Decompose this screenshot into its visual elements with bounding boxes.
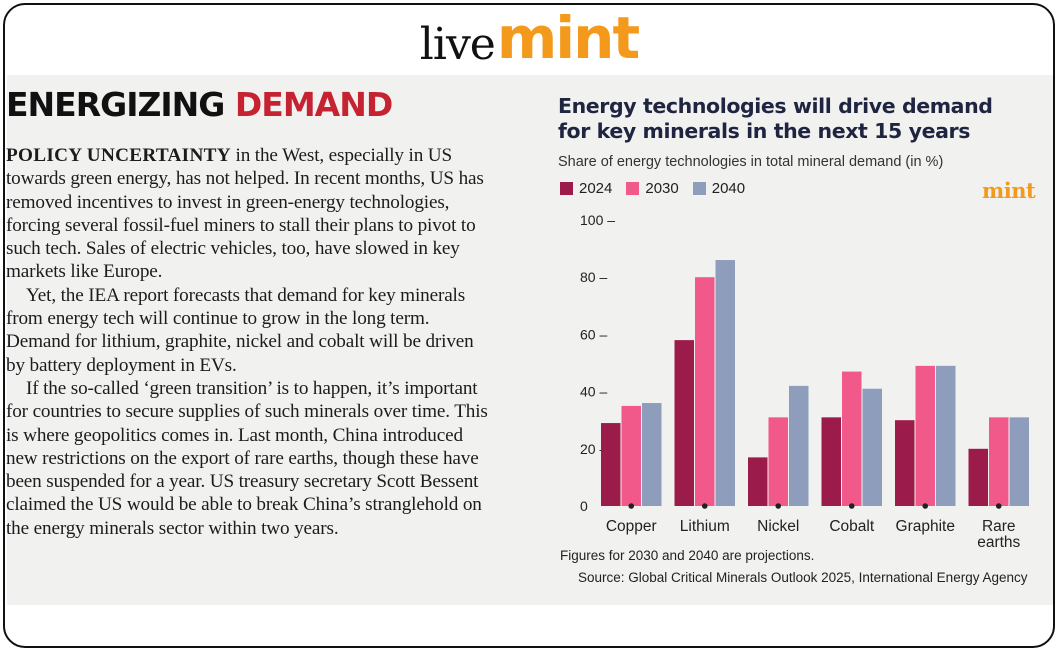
x-tick-dot <box>848 503 855 509</box>
bar-cobalt-2024 <box>821 417 841 506</box>
y-tick-label: 0 <box>580 498 588 514</box>
y-tick-label: 60 – <box>580 326 607 342</box>
article-body: POLICY UNCERTAINTY in the West, especial… <box>6 144 489 540</box>
legend-item-2030: 2030 <box>626 180 679 197</box>
bar-rare-earths-2024 <box>968 448 988 506</box>
legend-swatch-2040 <box>692 182 706 195</box>
x-tick-label: Copper <box>606 518 657 535</box>
legend-swatch-2030 <box>626 182 640 195</box>
bar-copper-2024 <box>601 423 621 506</box>
bar-nickel-2040 <box>789 385 809 506</box>
bar-lithium-2030 <box>695 277 715 506</box>
bar-lithium-2040 <box>715 260 735 506</box>
brand-mint: mint <box>496 4 640 72</box>
bar-cobalt-2040 <box>862 388 882 506</box>
bar-chart: 0 20 – 40 – 60 – 80 – 100 – Copper Lithium Nicke… <box>580 212 1029 550</box>
x-tick-dot <box>701 503 708 509</box>
legend-label-2040: 2040 <box>711 180 746 197</box>
bar-copper-2030 <box>621 405 641 506</box>
bar-cobalt-2030 <box>842 371 862 506</box>
article-lead: POLICY UNCERTAINTY <box>6 145 231 166</box>
headline: ENERGIZING DEMAND <box>6 85 393 124</box>
bar-graphite-2030 <box>915 365 935 506</box>
y-tick-label: 100 – <box>580 212 615 228</box>
bar-graphite-2024 <box>895 420 915 506</box>
headline-part2: DEMAND <box>234 85 393 124</box>
mint-logo: mint <box>982 178 1036 203</box>
x-tick-dot <box>628 503 635 509</box>
bar-copper-2040 <box>642 403 662 506</box>
article-paragraph-3: If the so-called ‘green transition’ is t… <box>6 377 488 539</box>
legend-label-2030: 2030 <box>645 180 679 197</box>
article-p1-text: in the West, especially in US towards gr… <box>6 145 484 283</box>
y-tick-label: 20 – <box>580 441 607 457</box>
x-tick-label: Graphite <box>896 518 955 535</box>
x-tick-label: Lithium <box>680 518 730 535</box>
article-paragraph-2: Yet, the IEA report forecasts that deman… <box>6 284 474 376</box>
legend-label-2024: 2024 <box>579 180 613 197</box>
legend-item-2024: 2024 <box>560 180 612 197</box>
masthead: live mint <box>5 5 1053 73</box>
chart-subtitle: Share of energy technologies in total mi… <box>558 154 944 170</box>
x-tick-dot <box>922 503 929 509</box>
article-paragraph-1: POLICY UNCERTAINTY in the West, especial… <box>6 144 489 284</box>
bar-lithium-2024 <box>674 340 694 506</box>
chart-legend: 2024 2030 2040 <box>560 180 751 197</box>
bar-nickel-2024 <box>748 457 768 506</box>
x-tick-dot <box>995 503 1002 509</box>
brand-live: live <box>419 19 496 70</box>
x-tick-dot <box>775 503 782 509</box>
card-frame: live mint <box>3 3 1055 648</box>
chart-note: Figures for 2030 and 2040 are projection… <box>560 548 815 563</box>
x-tick-label: Nickel <box>757 518 799 535</box>
bar-rare-earths-2030 <box>989 417 1009 506</box>
bar-nickel-2030 <box>768 417 788 506</box>
bar-rare-earths-2040 <box>1009 417 1029 506</box>
x-tick-label: Cobalt <box>829 518 874 535</box>
y-tick-label: 80 – <box>580 269 607 285</box>
chart-title: Energy technologies will drive demand fo… <box>558 94 993 143</box>
bar-graphite-2040 <box>936 365 956 506</box>
chart-source: Source: Global Critical Minerals Outlook… <box>578 570 1028 585</box>
y-tick-label: 40 – <box>580 384 607 400</box>
content-panel <box>7 75 1053 605</box>
x-tick-label: Rare earths <box>977 518 1020 550</box>
legend-swatch-2024 <box>560 182 573 195</box>
headline-part1: ENERGIZING <box>6 85 225 124</box>
legend-item-2040: 2040 <box>692 180 746 197</box>
